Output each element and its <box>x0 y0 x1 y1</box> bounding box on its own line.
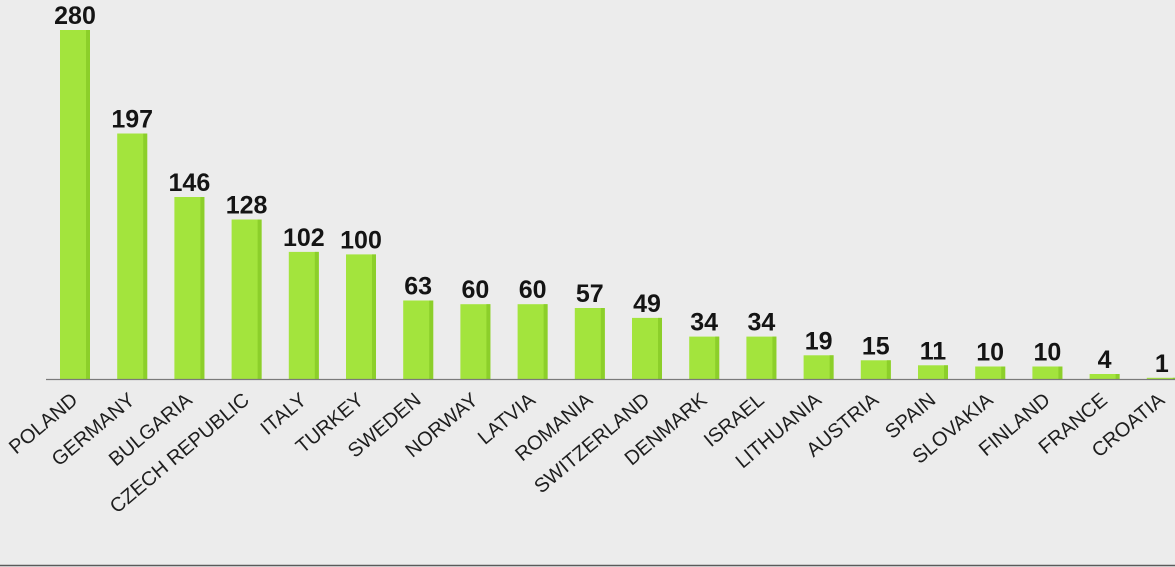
bar-shade-france <box>1115 374 1120 379</box>
bar-shade-romania <box>600 308 605 379</box>
bar-shade-turkey <box>372 254 376 379</box>
bar-shade-italy <box>314 251 319 379</box>
value-label-austria: 15 <box>862 332 890 360</box>
bar-shade-austria <box>886 360 891 379</box>
bar-croatia <box>1146 377 1175 379</box>
bar-switzerland <box>632 317 662 379</box>
value-label-sweden: 63 <box>404 273 432 301</box>
bar-sweden <box>403 300 434 379</box>
value-label-lithuania: 19 <box>805 327 833 355</box>
bar-shade-czech-republic <box>257 219 262 379</box>
bar-latvia <box>517 304 548 379</box>
value-label-denmark: 34 <box>690 309 718 337</box>
value-labels-layer: 280 197 146 128 102 100 63 60 60 57 49 34 34 19 15 11 10… <box>54 2 1169 378</box>
bar-romania <box>574 308 605 379</box>
value-label-switzerland: 49 <box>633 290 661 318</box>
value-label-romania: 57 <box>576 280 604 308</box>
value-label-finland: 10 <box>1033 339 1061 367</box>
value-label-italy: 102 <box>283 224 325 252</box>
bar-shade-spain <box>944 365 948 379</box>
value-label-croatia: 1 <box>1155 350 1169 378</box>
bar-germany <box>117 133 148 379</box>
value-label-czech-republic: 128 <box>226 192 268 220</box>
bar-denmark <box>689 336 720 379</box>
bar-slovakia <box>975 366 1006 379</box>
bar-finland <box>1032 366 1063 379</box>
bar-shade-lithuania <box>829 355 834 379</box>
value-label-poland: 280 <box>54 2 96 30</box>
bar-shade-bulgaria <box>200 197 205 379</box>
bar-shade-latvia <box>543 304 548 379</box>
bar-turkey <box>346 254 376 379</box>
bar-israel <box>746 336 777 379</box>
bar-italy <box>288 251 319 379</box>
bar-bulgaria <box>174 197 205 379</box>
value-label-latvia: 60 <box>519 276 547 304</box>
bar-austria <box>860 360 891 379</box>
value-label-israel: 34 <box>747 309 775 337</box>
bar-shade-denmark <box>715 336 720 379</box>
bar-shade-sweden <box>429 300 434 379</box>
bar-shade-croatia <box>1172 377 1175 379</box>
bar-shade-poland <box>86 30 90 379</box>
bar-poland <box>60 30 90 379</box>
bar-shade-israel <box>772 336 777 379</box>
bars-layer <box>60 30 1175 379</box>
value-label-norway: 60 <box>461 276 489 304</box>
value-label-bulgaria: 146 <box>169 169 211 197</box>
bar-shade-slovakia <box>1001 366 1006 379</box>
bar-shade-germany <box>143 133 148 379</box>
bar-spain <box>918 365 948 379</box>
value-label-germany: 197 <box>111 106 153 134</box>
value-label-turkey: 100 <box>340 226 382 254</box>
bar-lithuania <box>803 355 834 379</box>
bar-norway <box>460 304 491 379</box>
bar-shade-finland <box>1058 366 1063 379</box>
value-label-france: 4 <box>1098 346 1112 374</box>
value-label-spain: 11 <box>920 337 947 365</box>
bar-czech-republic <box>231 219 262 379</box>
bar-shade-norway <box>486 304 491 379</box>
value-label-slovakia: 10 <box>976 339 1004 367</box>
bar-france <box>1089 374 1120 379</box>
bar-shade-switzerland <box>658 317 662 379</box>
